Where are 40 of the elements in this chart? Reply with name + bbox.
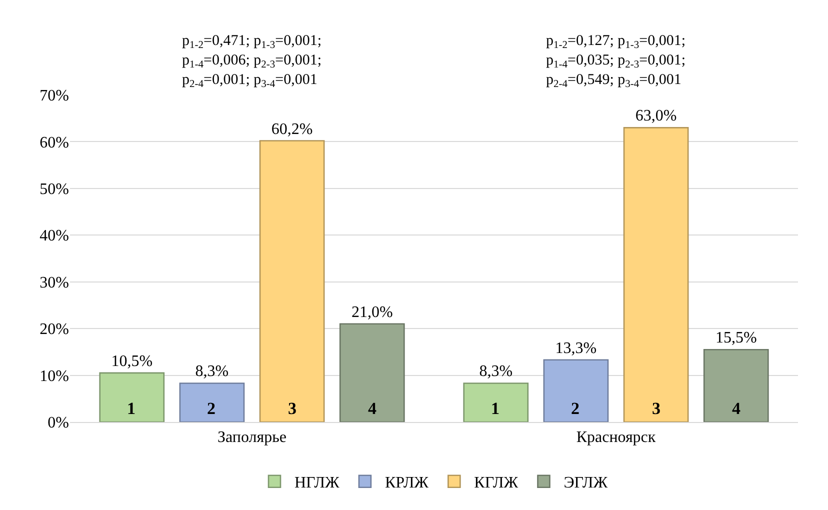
annotation: 3	[288, 399, 296, 418]
y-tick-label: 10%	[40, 368, 69, 385]
data-label: 15,5%	[715, 330, 757, 347]
y-tick-label: 70%	[40, 88, 69, 105]
annotation: 4	[368, 399, 377, 418]
data-label: 21,0%	[351, 304, 393, 321]
y-tick-label: 30%	[40, 274, 69, 292]
bar	[259, 140, 325, 422]
legend-label: КГЛЖ	[474, 474, 519, 492]
data-label: 13,3%	[555, 340, 597, 357]
bar	[339, 323, 405, 422]
bar	[179, 382, 245, 422]
x-tick-label: Заполярье	[218, 429, 286, 446]
bar	[463, 382, 529, 422]
data-label: 63,0%	[635, 108, 677, 125]
legend-label: КРЛЖ	[384, 474, 430, 492]
y-tick-label: 50%	[40, 181, 69, 198]
legend-label: ЭГЛЖ	[564, 474, 608, 492]
y-tick-label: 0%	[48, 414, 69, 432]
bar	[99, 372, 165, 422]
data-label: 10,5%	[111, 352, 153, 370]
annotation: 2	[207, 399, 216, 418]
bar	[703, 348, 769, 422]
legend-label: НГЛЖ	[294, 474, 340, 492]
data-label: 8,3%	[479, 363, 513, 380]
annotation: 2	[571, 399, 580, 418]
annotation: 3	[652, 399, 660, 418]
text: p$_{1-2}$=0,127; p$_{1-3}$=0,001; p$_{1-4}$=0,035; p$_{2-3}$=0,001; p$_{2-4}$=0,549; p$_{3-4}$=0,001	[546, 33, 686, 90]
y-tick-label: 20%	[40, 321, 69, 338]
x-tick-label: Красноярск	[576, 429, 656, 446]
annotation: 4	[732, 399, 741, 418]
bar	[543, 359, 609, 422]
y-tick-label: 60%	[40, 134, 69, 152]
annotation: 1	[127, 399, 136, 418]
annotation: 1	[491, 399, 500, 418]
bar	[623, 127, 689, 422]
y-tick-label: 40%	[40, 228, 69, 245]
data-label: 8,3%	[195, 363, 229, 380]
text: p$_{1-2}$=0,471; p$_{1-3}$=0,001; p$_{1-4}$=0,006; p$_{2-3}$=0,001; p$_{2-4}$=0,001; p$_{3-4}$=0,001	[182, 33, 322, 90]
data-label: 60,2%	[271, 120, 313, 138]
